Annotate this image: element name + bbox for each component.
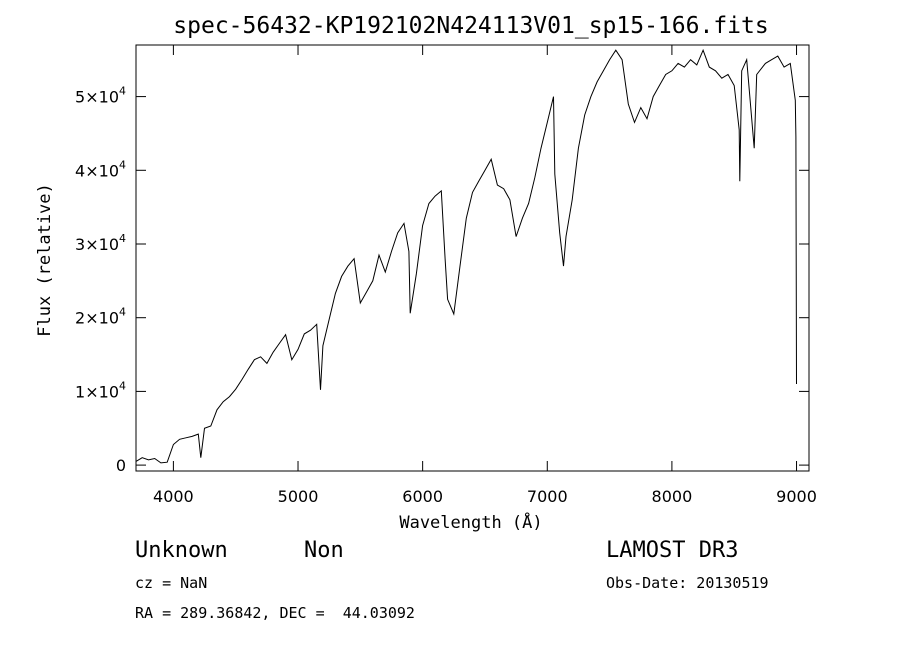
x-tick-label: 4000: [153, 487, 194, 506]
x-tick-label: 8000: [652, 487, 693, 506]
y-tick-label: 3×104: [75, 232, 126, 254]
spectrum-line: [135, 48, 797, 464]
x-axis: 4000 5000 6000 7000 8000 9000: [153, 45, 817, 506]
y-tick-label: 5×104: [75, 85, 126, 107]
y-tick-label: 1×104: [75, 379, 126, 401]
class-name: Unknown: [135, 538, 228, 563]
x-tick-label: 6000: [402, 487, 443, 506]
x-axis-label: Wavelength (Å): [399, 511, 542, 533]
chart-title: spec-56432-KP192102N424113V01_sp15-166.f…: [173, 13, 768, 39]
obs-date: Obs-Date: 20130519: [606, 574, 769, 592]
x-tick-label: 7000: [527, 487, 568, 506]
y-tick-label: 4×104: [75, 158, 126, 180]
y-tick-label: 2×104: [75, 306, 126, 328]
survey-name: LAMOST DR3: [606, 538, 739, 563]
coordinates: RA = 289.36842, DEC = 44.03092: [135, 604, 415, 622]
x-tick-label: 5000: [278, 487, 319, 506]
x-tick-label: 9000: [776, 487, 817, 506]
y-axis-label: Flux (relative): [35, 183, 55, 337]
plot-frame: [135, 44, 810, 472]
y-tick-label: 0: [116, 456, 126, 475]
redshift-cz: cz = NaN: [135, 574, 208, 592]
subclass: Non: [304, 538, 344, 563]
y-axis: 0 1×104 2×104 3×104 4×104 5×104: [75, 85, 809, 475]
